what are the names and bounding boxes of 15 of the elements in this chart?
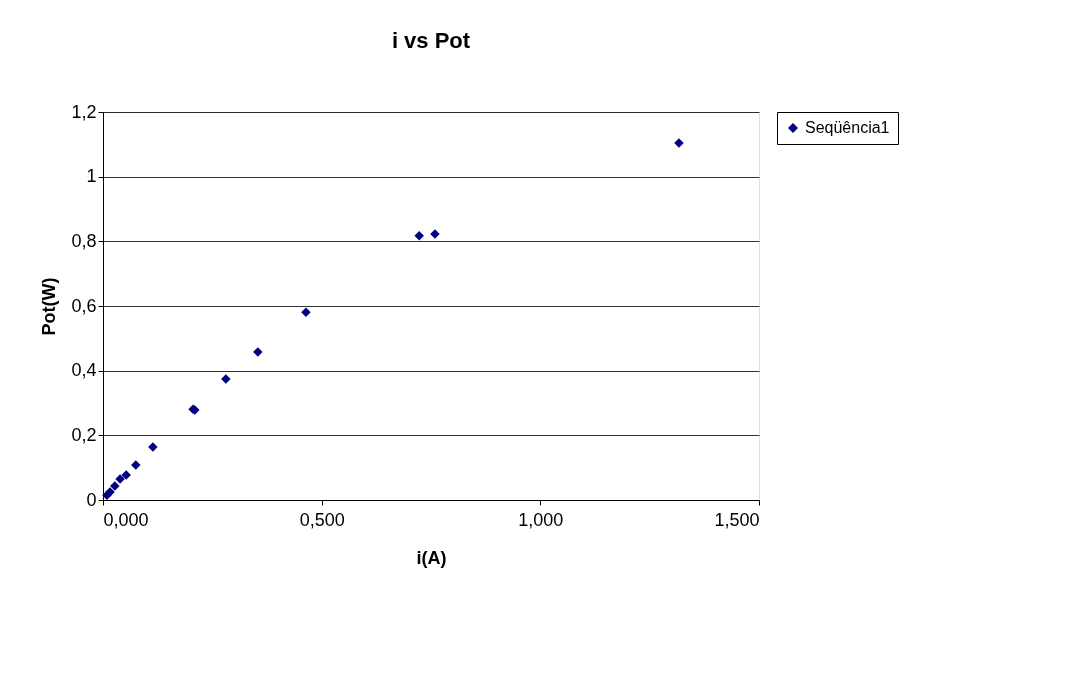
y-tick-label: 1,2	[71, 101, 97, 122]
x-tick-label: 0,000	[103, 509, 149, 530]
legend-label: Seqüência1	[805, 119, 890, 136]
y-tick-label: 1	[86, 166, 97, 187]
chart-title: i vs Pot	[391, 28, 471, 53]
x-tick-label: 0,500	[299, 509, 345, 530]
y-tick-label: 0,6	[71, 295, 97, 316]
x-axis-title: i(A)	[416, 547, 447, 568]
x-tick-label: 1,000	[518, 509, 564, 530]
x-tick-label: 1,500	[714, 509, 760, 530]
y-tick-label: 0	[86, 489, 97, 510]
y-axis-title: Pot(W)	[39, 277, 60, 336]
y-tick-label: 0,8	[71, 230, 97, 251]
y-tick-label: 0,4	[71, 360, 97, 381]
y-tick-label: 0,2	[71, 424, 97, 445]
